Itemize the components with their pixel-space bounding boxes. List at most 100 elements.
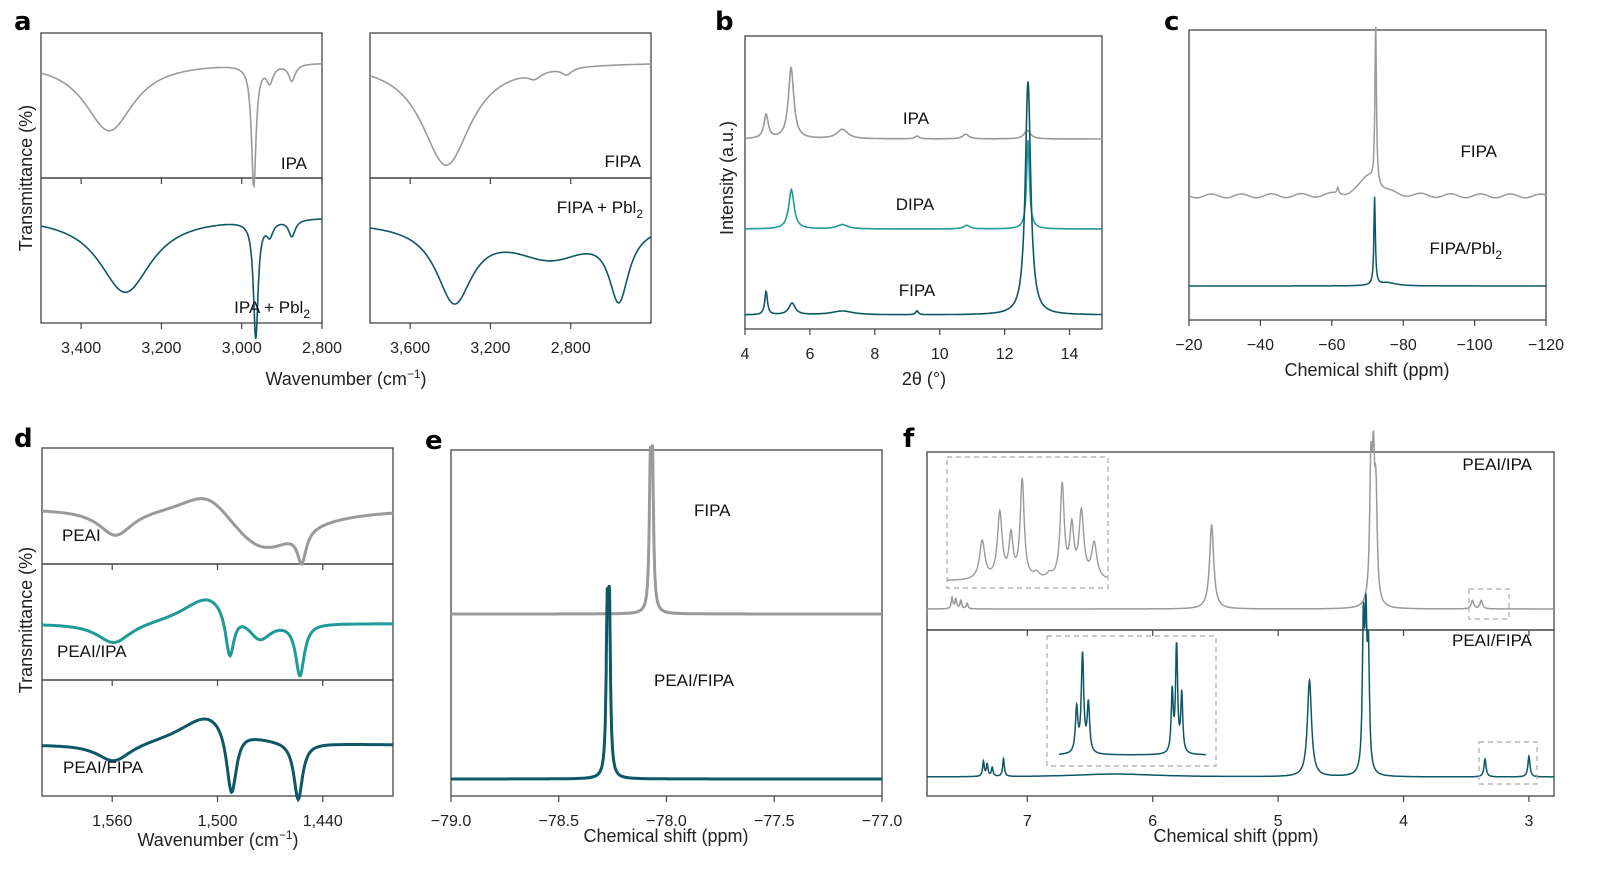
series-label: PEAI/IPA	[1462, 455, 1532, 474]
series-label: PEAI	[62, 526, 101, 545]
series-label: IPA + Pbl2	[234, 298, 310, 321]
panel-label: b	[715, 7, 734, 37]
x-tick-label: −77.5	[754, 813, 795, 830]
series-line-1	[1189, 196, 1546, 287]
panel-b: IPA DIPA FIPA 4 6 8 10 12 14 2θ (°) Intensity (a.u…	[717, 35, 1103, 389]
x-tick-label: 6	[1148, 813, 1157, 830]
series-label-subscript: 2	[636, 207, 643, 221]
series-line-fipa---pbi2	[370, 227, 652, 305]
series-label-subscript: 2	[1495, 248, 1502, 262]
inset-curve-pea-ipa	[947, 477, 1108, 581]
x-tick-label: 4	[1399, 813, 1408, 830]
x-tick-label: 2,800	[302, 340, 342, 357]
x-tick-label: −40	[1247, 337, 1274, 354]
inset-box	[1468, 588, 1510, 620]
x-tick-label: −78.5	[539, 813, 580, 830]
series-line-0	[927, 430, 1554, 610]
x-axis-label: Wavenumber (cm−1)	[137, 828, 298, 850]
panel-e: FIPA PEAI/FIPA −79.0 −78.5 −78.0 −77.5 −77.0 Ch…	[431, 444, 903, 846]
x-tick-label: 2,800	[551, 340, 591, 357]
series-line-ipa	[40, 62, 323, 189]
panel-f: PEAI/IPA PEAI/FIPA 7 6 5 4 3 Chemical shift (pp…	[926, 430, 1555, 846]
x-axis-label: Chemical shift (ppm)	[1153, 826, 1318, 846]
series-label-text: FIPA	[604, 152, 641, 171]
series-line-fipa	[369, 63, 652, 166]
plot-frame	[744, 35, 1103, 330]
x-tick-label: −120	[1528, 337, 1564, 354]
plot-frame	[450, 449, 883, 797]
x-tick-label: 3,400	[61, 340, 101, 357]
x-axis-label-sup: −1	[407, 367, 421, 381]
x-tick-label: −100	[1457, 337, 1493, 354]
series-label: FIPA	[604, 152, 641, 171]
x-tick-label: −20	[1175, 337, 1202, 354]
series-label-text: IPA	[281, 154, 308, 173]
panel-label: f	[903, 424, 915, 454]
series-label: PEAI/FIPA	[63, 758, 144, 777]
x-tick-label: −78.0	[646, 813, 687, 830]
x-axis-label-end: )	[293, 830, 299, 850]
series-label-text: FIPA	[1460, 142, 1497, 161]
plot-frame	[926, 451, 1555, 797]
x-tick-label: 8	[870, 346, 879, 363]
series-label: FIPA	[694, 501, 731, 520]
x-axis-label-text: Wavenumber (cm	[137, 830, 278, 850]
series-label: PEAI/IPA	[57, 642, 127, 661]
panel-d: PEAI PEAI/IPA PEAI/FIPA 1,560 1,500 1,440 Wave…	[16, 447, 394, 850]
x-axis-label: Chemical shift (ppm)	[1284, 360, 1449, 380]
series-label: DIPA	[896, 195, 935, 214]
x-tick-label: 3,200	[141, 340, 181, 357]
series-label: PEAI/FIPA	[654, 671, 735, 690]
inset-box	[1046, 635, 1217, 767]
panel-label: a	[14, 7, 32, 37]
series-line-ipa---pbi2	[40, 218, 322, 340]
series-label: IPA	[903, 109, 930, 128]
inset-box	[946, 456, 1109, 589]
panel-c: FIPA FIPA/Pbl2 −20 −40 −60 −80 −100 −120 Chemica…	[1175, 26, 1564, 380]
series-line-peai	[42, 497, 394, 566]
inset-curve-pea-fipa	[1058, 642, 1206, 756]
x-tick-label: 3,600	[390, 340, 430, 357]
series-line-peai-ipa	[42, 598, 393, 678]
panel-a: 3,400 3,200 3,000 2,800 IPA IPA + Pbl2 3,600 3,…	[16, 32, 652, 389]
x-axis-label: Wavenumber (cm−1)	[265, 367, 426, 389]
x-tick-label: −80	[1390, 337, 1417, 354]
x-axis-label-end: )	[421, 369, 427, 389]
x-tick-label: 10	[931, 346, 949, 363]
series-label: PEAI/FIPA	[1452, 631, 1533, 650]
series-label: FIPA	[1460, 142, 1497, 161]
x-axis-label: Chemical shift (ppm)	[583, 826, 748, 846]
series-label: FIPA + Pbl2	[557, 198, 644, 221]
x-tick-label: 7	[1023, 813, 1032, 830]
x-tick-label: 1,560	[92, 813, 132, 830]
x-axis-label: 2θ (°)	[902, 369, 946, 389]
y-axis-label: Transmittance (%)	[16, 547, 36, 693]
series-line-0	[1188, 26, 1547, 199]
x-tick-label: 3,200	[470, 340, 510, 357]
series-line-0	[451, 444, 882, 616]
x-tick-label: 3,000	[222, 340, 262, 357]
series-label: FIPA	[899, 281, 936, 300]
x-tick-label: 4	[741, 346, 750, 363]
series-line-fipa	[745, 81, 1102, 316]
panel-label: e	[425, 426, 443, 456]
series-line-dipa	[745, 140, 1102, 230]
x-tick-label: 1,500	[197, 813, 237, 830]
x-tick-label: 1,440	[303, 813, 343, 830]
series-line-1	[927, 593, 1554, 778]
x-tick-label: 3	[1524, 813, 1533, 830]
series-line-1	[451, 585, 882, 781]
x-axis-label-sup: −1	[279, 828, 293, 842]
series-label-subscript: 2	[303, 307, 310, 321]
series-line-ipa	[745, 65, 1102, 140]
x-tick-label: −60	[1318, 337, 1345, 354]
x-tick-label: 5	[1274, 813, 1283, 830]
inset-box	[1478, 741, 1538, 785]
series-line-peai-fipa	[42, 717, 393, 803]
x-tick-label: 6	[805, 346, 814, 363]
x-tick-label: −77.0	[862, 813, 903, 830]
panel-label: d	[14, 424, 33, 454]
y-axis-label: Intensity (a.u.)	[717, 121, 737, 235]
series-label: IPA	[281, 154, 308, 173]
